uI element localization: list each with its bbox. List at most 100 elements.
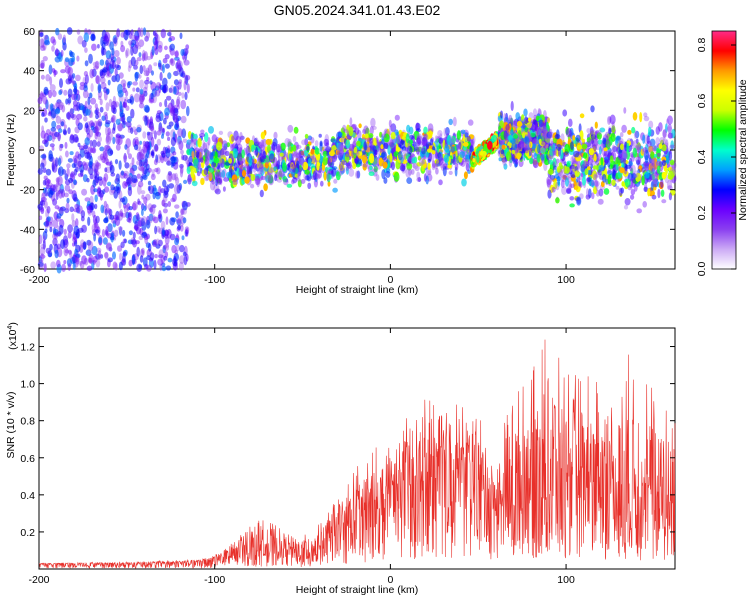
spectrogram-cell xyxy=(338,132,343,137)
spectrogram-cell xyxy=(328,155,333,164)
spectrogram-cell xyxy=(427,123,434,133)
spectrogram-cell xyxy=(98,95,102,100)
spectrogram-cell xyxy=(112,115,115,123)
spectrogram-cell xyxy=(86,205,92,214)
spectrogram-cell xyxy=(162,84,169,93)
spectrogram-cell xyxy=(153,144,159,152)
spectrogram-cell xyxy=(64,141,68,149)
spectrogram-cell xyxy=(310,155,317,163)
spectrogram-cell xyxy=(179,167,184,178)
spectrogram-cell xyxy=(140,190,146,195)
spectrogram-cell xyxy=(151,204,157,209)
spectrogram-ytick-label: 60 xyxy=(23,26,35,38)
spectrogram-cell xyxy=(74,203,80,210)
colorbar-tick-label: 0.8 xyxy=(696,38,708,53)
spectrogram-cell xyxy=(341,160,348,166)
spectrogram-cell xyxy=(76,29,81,35)
spectrogram-cell xyxy=(95,75,101,85)
spectrogram-cell xyxy=(178,140,184,151)
spectrogram-cell xyxy=(49,243,53,251)
spectrogram-cell xyxy=(286,183,293,188)
spectrogram-cell xyxy=(311,154,316,159)
spectrogram-cell xyxy=(557,146,562,157)
spectrogram-cell xyxy=(112,251,116,260)
spectrogram-cell xyxy=(76,199,81,210)
spectrogram-cell xyxy=(108,246,113,252)
spectrogram-cell xyxy=(557,176,561,186)
spectrogram-cell xyxy=(412,162,419,170)
spectrogram-cell xyxy=(38,106,42,113)
spectrogram-cell xyxy=(93,188,98,193)
spectrogram-cell xyxy=(258,162,263,170)
spectrogram-cell xyxy=(142,27,147,36)
spectrogram-cell xyxy=(668,150,673,161)
spectrogram-cell xyxy=(153,130,157,140)
spectrogram-cell xyxy=(112,261,118,270)
spectrogram-cell xyxy=(318,133,322,138)
spectrogram-cell xyxy=(49,226,53,233)
spectrogram-cell xyxy=(193,133,198,140)
spectrogram-cell xyxy=(422,136,426,147)
spectrogram-cell xyxy=(159,84,165,90)
spectrogram-cell xyxy=(94,109,98,115)
spectrogram-cell xyxy=(149,207,154,213)
spectrogram-cell xyxy=(255,173,261,179)
spectrogram-cell xyxy=(71,213,75,222)
spectrogram-cell xyxy=(138,52,142,58)
spectrogram-cell xyxy=(465,163,470,172)
spectrogram-cell xyxy=(71,190,77,201)
spectrogram-cell xyxy=(132,231,136,240)
spectrogram-cell xyxy=(136,173,141,179)
spectrogram-cell xyxy=(43,34,49,40)
spectrogram-cell xyxy=(313,170,318,179)
spectrogram-cell xyxy=(448,170,453,175)
spectrogram-cell xyxy=(122,229,126,237)
spectrogram-cell xyxy=(570,166,576,174)
spectrogram-cell xyxy=(563,151,570,157)
spectrogram-cell xyxy=(666,126,673,131)
spectrogram-cell xyxy=(40,130,46,139)
colorbar-tick-label: 0.6 xyxy=(696,94,708,109)
spectrogram-cell xyxy=(383,133,390,143)
spectrogram-cell xyxy=(100,204,105,214)
spectrogram-cell xyxy=(260,167,265,177)
spectrogram-cell xyxy=(165,148,171,159)
spectrogram-cell xyxy=(568,118,573,128)
spectrogram-cell xyxy=(178,214,184,221)
spectrogram-cell xyxy=(461,178,467,187)
spectrogram-cell xyxy=(304,133,309,139)
spectrogram-cell xyxy=(185,48,189,55)
spectrogram-cell xyxy=(69,151,74,156)
spectrogram-cell xyxy=(84,161,89,168)
spectrogram-cell xyxy=(163,117,167,125)
spectrogram-cell xyxy=(52,39,57,46)
spectrogram-cell xyxy=(446,136,452,146)
spectrogram-cell xyxy=(103,111,108,117)
spectrogram-cell xyxy=(445,127,450,136)
spectrogram-cell xyxy=(162,179,167,188)
spectrogram-cell xyxy=(408,168,412,176)
spectrogram-cell xyxy=(236,152,243,162)
spectrogram-cell xyxy=(464,158,470,165)
spectrogram-cell xyxy=(156,226,161,233)
spectrogram-ytick-label: -60 xyxy=(20,264,35,276)
colorbar: 0.00.20.40.60.8 Normalized spectral ampl… xyxy=(696,30,749,276)
spectrogram-cell xyxy=(254,175,261,186)
spectrogram-cell xyxy=(301,159,304,168)
spectrogram-cell xyxy=(67,88,73,98)
spectrogram-cell xyxy=(79,81,85,87)
spectrogram-cell xyxy=(188,139,193,145)
spectrogram-cell xyxy=(397,133,401,139)
spectrogram-cell xyxy=(91,147,97,154)
spectrogram-cell xyxy=(134,35,140,42)
spectrogram-cell xyxy=(414,165,420,172)
spectrogram-cell xyxy=(516,152,521,160)
spectrogram-cell xyxy=(611,144,616,153)
spectrogram-cell xyxy=(642,201,647,208)
spectrogram-cell xyxy=(55,115,62,124)
spectrogram-cell xyxy=(615,185,620,190)
spectrogram-cell xyxy=(406,177,413,185)
spectrogram-cell xyxy=(69,250,73,260)
spectrogram-cell xyxy=(58,102,65,108)
spectrogram-cell xyxy=(103,90,108,101)
